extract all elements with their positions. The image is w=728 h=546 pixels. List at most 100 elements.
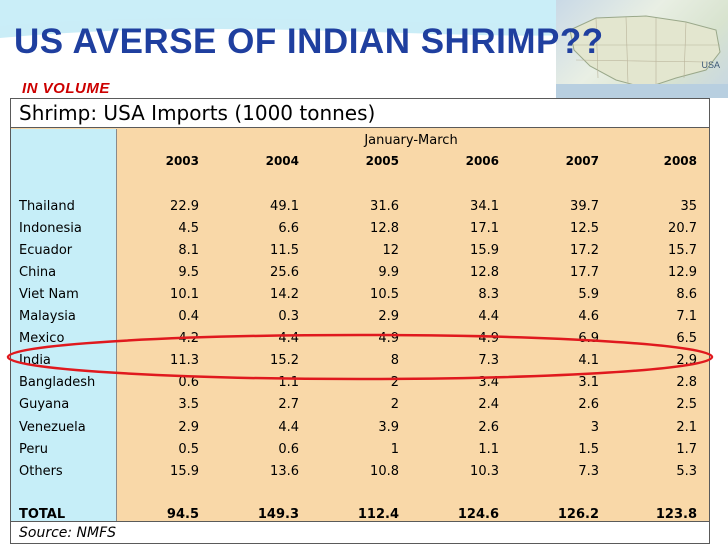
value-cell: 22.9 bbox=[170, 199, 199, 214]
table-row: China 9.5 25.6 9.9 12.8 17.7 12.9 bbox=[11, 262, 709, 284]
country-name: Others bbox=[19, 464, 63, 479]
value-cell: 34.1 bbox=[470, 199, 499, 214]
year-header-row: 2003 2004 2005 2006 2007 2008 bbox=[117, 154, 709, 174]
value-cell: 2.9 bbox=[178, 420, 199, 435]
value-cell: 112.4 bbox=[357, 507, 399, 522]
table-row: Thailand 22.9 49.1 31.6 34.1 39.7 35 bbox=[11, 196, 709, 218]
table-row: Mexico 4.2 4.4 4.9 4.9 6.9 6.5 bbox=[11, 328, 709, 350]
value-cell: 1.1 bbox=[478, 442, 499, 457]
value-cell: 10.5 bbox=[370, 287, 399, 302]
total-row: TOTAL 94.5 149.3 112.4 124.6 126.2 123.8 bbox=[11, 504, 709, 526]
value-cell: 15.9 bbox=[170, 464, 199, 479]
value-cell: 14.2 bbox=[270, 287, 299, 302]
country-name: Malaysia bbox=[19, 309, 76, 324]
value-cell: 2.9 bbox=[676, 353, 697, 368]
value-cell: 2.5 bbox=[676, 397, 697, 412]
value-cell: 4.4 bbox=[478, 309, 499, 324]
value-cell: 7.3 bbox=[478, 353, 499, 368]
value-cell: 12 bbox=[382, 243, 399, 258]
value-cell: 12.8 bbox=[470, 265, 499, 280]
table-row: Peru 0.5 0.6 1 1.1 1.5 1.7 bbox=[11, 439, 709, 461]
table-row: Bangladesh 0.6 1.1 2 3.4 3.1 2.8 bbox=[11, 372, 709, 394]
map-outline-icon bbox=[556, 15, 728, 98]
table-row: India 11.3 15.2 8 7.3 4.1 2.9 bbox=[11, 350, 709, 372]
value-cell: 3.4 bbox=[478, 375, 499, 390]
value-cell: 31.6 bbox=[370, 199, 399, 214]
value-cell: 15.2 bbox=[270, 353, 299, 368]
value-cell: 4.2 bbox=[178, 331, 199, 346]
value-cell: 12.5 bbox=[570, 221, 599, 236]
country-name: Viet Nam bbox=[19, 287, 79, 302]
country-name: Bangladesh bbox=[19, 375, 96, 390]
country-name: China bbox=[19, 265, 57, 280]
value-cell: 17.1 bbox=[470, 221, 499, 236]
value-cell: 12.8 bbox=[370, 221, 399, 236]
year-header-2005: 2005 bbox=[365, 154, 399, 168]
value-cell: 0.4 bbox=[178, 309, 199, 324]
country-name: Peru bbox=[19, 442, 48, 457]
source-note: Source: NMFS bbox=[11, 521, 709, 543]
value-cell: 94.5 bbox=[166, 507, 199, 522]
value-cell: 2.7 bbox=[278, 397, 299, 412]
value-cell: 8.3 bbox=[478, 287, 499, 302]
value-cell: 11.3 bbox=[170, 353, 199, 368]
value-cell: 4.5 bbox=[178, 221, 199, 236]
imports-table: Shrimp: USA Imports (1000 tonnes) Januar… bbox=[10, 98, 710, 544]
value-cell: 2 bbox=[390, 375, 399, 390]
value-cell: 20.7 bbox=[668, 221, 697, 236]
table-row: Malaysia 0.4 0.3 2.9 4.4 4.6 7.1 bbox=[11, 306, 709, 328]
value-cell: 6.9 bbox=[578, 331, 599, 346]
value-cell: 3.9 bbox=[378, 420, 399, 435]
value-cell: 8.1 bbox=[178, 243, 199, 258]
value-cell: 3.1 bbox=[578, 375, 599, 390]
table-row: Indonesia 4.5 6.6 12.8 17.1 12.5 20.7 bbox=[11, 218, 709, 240]
value-cell: 3.5 bbox=[178, 397, 199, 412]
value-cell: 2.6 bbox=[478, 420, 499, 435]
value-cell: 39.7 bbox=[570, 199, 599, 214]
value-cell: 15.9 bbox=[470, 243, 499, 258]
value-cell: 0.6 bbox=[178, 375, 199, 390]
country-name: Mexico bbox=[19, 331, 65, 346]
value-cell: 5.9 bbox=[578, 287, 599, 302]
value-cell: 8.6 bbox=[676, 287, 697, 302]
value-cell: 4.9 bbox=[478, 331, 499, 346]
value-cell: 149.3 bbox=[257, 507, 299, 522]
country-column-background bbox=[11, 129, 117, 521]
table-row: Venezuela 2.9 4.4 3.9 2.6 3 2.1 bbox=[11, 417, 709, 439]
value-cell: 2.1 bbox=[676, 420, 697, 435]
slide-subtitle: IN VOLUME bbox=[22, 80, 110, 97]
country-name: TOTAL bbox=[19, 507, 66, 522]
value-cell: 4.9 bbox=[378, 331, 399, 346]
year-header-2007: 2007 bbox=[565, 154, 599, 168]
value-cell: 2.9 bbox=[378, 309, 399, 324]
value-cell: 4.4 bbox=[278, 331, 299, 346]
value-cell: 2 bbox=[390, 397, 399, 412]
table-row: Guyana 3.5 2.7 2 2.4 2.6 2.5 bbox=[11, 394, 709, 416]
value-cell: 2.4 bbox=[478, 397, 499, 412]
year-header-2008: 2008 bbox=[663, 154, 697, 168]
value-cell: 2.6 bbox=[578, 397, 599, 412]
value-cell: 15.7 bbox=[668, 243, 697, 258]
value-cell: 123.8 bbox=[655, 507, 697, 522]
header-wave-decoration bbox=[0, 0, 728, 38]
value-cell: 12.9 bbox=[668, 265, 697, 280]
value-cell: 10.8 bbox=[370, 464, 399, 479]
value-cell: 4.6 bbox=[578, 309, 599, 324]
slide-title: US AVERSE OF INDIAN SHRIMP?? bbox=[14, 22, 604, 61]
value-cell: 17.2 bbox=[570, 243, 599, 258]
value-cell: 7.1 bbox=[676, 309, 697, 324]
year-header-2003: 2003 bbox=[165, 154, 199, 168]
value-cell: 5.3 bbox=[676, 464, 697, 479]
value-cell: 49.1 bbox=[270, 199, 299, 214]
value-cell: 126.2 bbox=[557, 507, 599, 522]
year-header-2004: 2004 bbox=[265, 154, 299, 168]
value-cell: 6.6 bbox=[278, 221, 299, 236]
country-name: Guyana bbox=[19, 397, 70, 412]
value-cell: 11.5 bbox=[270, 243, 299, 258]
value-cell: 9.5 bbox=[178, 265, 199, 280]
value-cell: 0.6 bbox=[278, 442, 299, 457]
value-cell: 1.1 bbox=[278, 375, 299, 390]
value-cell: 4.1 bbox=[578, 353, 599, 368]
value-cell: 17.7 bbox=[570, 265, 599, 280]
usa-map-image: USA bbox=[556, 0, 728, 98]
